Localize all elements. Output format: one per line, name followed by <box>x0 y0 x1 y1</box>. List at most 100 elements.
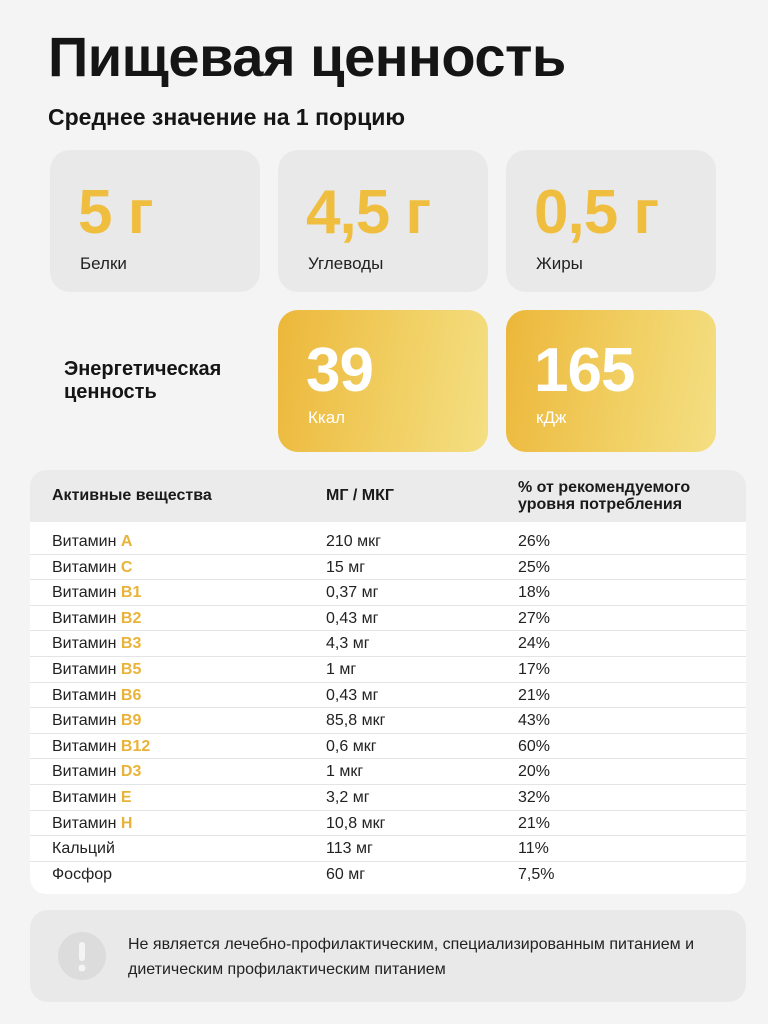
substance-name: Витамин B9 <box>52 708 141 733</box>
fat-label: Жиры <box>536 254 583 273</box>
substance-name: Витамин B1 <box>52 580 141 605</box>
substance-name: Фосфор <box>52 862 112 887</box>
vitamin-code: B12 <box>120 737 151 755</box>
carbs-label: Углеводы <box>308 254 384 273</box>
substance-amount: 10,8 мкг <box>326 814 386 832</box>
substance-prefix: Фосфор <box>52 865 113 883</box>
kj-unit: кДж <box>536 408 567 427</box>
substance-amount: 0,6 мкг <box>326 737 377 755</box>
header-substance: Активные вещества <box>52 487 212 504</box>
substance-name: Витамин B12 <box>52 734 150 759</box>
substance-amount: 210 мкг <box>326 533 381 550</box>
table-row: Витамин D3 1 мкг 20% <box>30 759 746 785</box>
table-header: Активные вещества МГ / МКГ % от рекоменд… <box>30 470 746 522</box>
substance-prefix: Витамин <box>52 737 117 755</box>
kcal-unit: Ккал <box>308 408 346 427</box>
substance-prefix: Витамин <box>52 814 117 832</box>
vitamin-code: C <box>120 558 133 576</box>
disclaimer-text: Не является лечебно-профилактическим, сп… <box>128 936 695 978</box>
substance-amount: 85,8 мкг <box>326 712 386 730</box>
substance-percent: 21% <box>518 814 551 832</box>
substance-name: Витамин E <box>52 785 132 810</box>
protein-card: 5 г Белки <box>50 150 260 292</box>
carbs-card: 4,5 г Углеводы <box>278 150 488 292</box>
substance-amount: 1 мг <box>326 660 357 678</box>
substance-percent: 7,5% <box>518 865 555 883</box>
vitamin-code: B3 <box>120 635 142 653</box>
substance-percent: 43% <box>518 712 551 730</box>
substance-prefix: Витамин <box>52 584 117 602</box>
fat-card: 0,5 г Жиры <box>506 150 716 292</box>
substance-percent: 20% <box>518 763 551 781</box>
table-row: Витамин B12 0,6 мкг 60% <box>30 734 746 760</box>
table-row: Витамин B2 0,43 мг 27% <box>30 606 746 632</box>
substance-name: Витамин B6 <box>52 683 141 708</box>
vitamin-code: H <box>120 814 133 832</box>
protein-label: Белки <box>80 254 127 273</box>
substance-amount: 0,43 мг <box>326 686 379 704</box>
substance-amount: 0,37 мг <box>326 584 379 602</box>
vitamin-code: B9 <box>120 712 142 730</box>
kj-value: 165 <box>534 336 635 405</box>
table-row: Витамин H 10,8 мкг 21% <box>30 811 746 837</box>
substance-amount: 1 мкг <box>326 763 364 781</box>
substance-name: Витамин D3 <box>52 759 141 784</box>
fat-value: 0,5 г <box>534 178 659 247</box>
substance-prefix: Витамин <box>52 788 117 806</box>
table-row: Фосфор 60 мг 7,5% <box>30 862 746 888</box>
table-row: Витамин C 15 мг 25% <box>30 555 746 581</box>
substance-prefix: Витамин <box>52 635 117 653</box>
substance-prefix: Витамин <box>52 763 117 781</box>
vitamin-code: E <box>120 788 132 806</box>
vitamin-code: B2 <box>120 609 142 627</box>
substance-prefix: Витамин <box>52 712 117 730</box>
carbs-value: 4,5 г <box>306 178 431 247</box>
table-body: Витамин A 210 мкг 26% Витамин C 15 мг 25% Вита… <box>30 529 746 887</box>
vitamin-code: A <box>120 533 133 550</box>
protein-value: 5 г <box>78 178 154 247</box>
substance-name: Витамин B5 <box>52 657 141 682</box>
substance-percent: 26% <box>518 533 551 550</box>
kcal-card: 39 Ккал <box>278 310 488 452</box>
exclamation-icon <box>58 932 106 980</box>
page-title: Пищевая ценность <box>48 25 566 88</box>
substance-percent: 21% <box>518 686 551 704</box>
vitamin-code: B6 <box>120 686 142 704</box>
substance-amount: 3,2 мг <box>326 788 370 806</box>
substance-amount: 0,43 мг <box>326 609 379 627</box>
substance-percent: 24% <box>518 635 551 653</box>
substance-amount: 60 мг <box>326 865 366 883</box>
nutrients-table: Активные вещества МГ / МКГ % от рекоменд… <box>30 470 746 894</box>
substance-prefix: Витамин <box>52 533 117 550</box>
table-row: Витамин A 210 мкг 26% <box>30 529 746 555</box>
page-subtitle: Среднее значение на 1 порцию <box>48 104 405 130</box>
substance-percent: 11% <box>518 840 549 858</box>
substance-name: Витамин H <box>52 811 132 836</box>
vitamin-code: D3 <box>120 763 142 781</box>
vitamin-code: B5 <box>120 660 142 678</box>
disclaimer-box: Не является лечебно-профилактическим, сп… <box>30 910 746 1002</box>
substance-percent: 27% <box>518 609 551 627</box>
table-row: Витамин B1 0,37 мг 18% <box>30 580 746 606</box>
substance-prefix: Витамин <box>52 686 117 704</box>
substance-percent: 32% <box>518 788 551 806</box>
substance-amount: 113 мг <box>326 840 373 858</box>
substance-name: Витамин C <box>52 555 132 580</box>
substance-name: Витамин B3 <box>52 631 141 656</box>
table-row: Витамин E 3,2 мг 32% <box>30 785 746 811</box>
table-row: Кальций 113 мг 11% <box>30 836 746 862</box>
substance-percent: 25% <box>518 558 551 576</box>
table-row: Витамин B5 1 мг 17% <box>30 657 746 683</box>
substance-amount: 15 мг <box>326 558 366 576</box>
substance-name: Витамин A <box>52 529 132 554</box>
substance-prefix: Витамин <box>52 660 117 678</box>
substance-percent: 60% <box>518 737 551 755</box>
substance-percent: 17% <box>518 660 551 678</box>
energy-label: Энергетическая ценность <box>64 358 222 403</box>
substance-prefix: Витамин <box>52 609 117 627</box>
header-percent: % от рекомендуемого уровня потребления <box>518 479 691 513</box>
table-row: Витамин B9 85,8 мкг 43% <box>30 708 746 734</box>
substance-name: Витамин B2 <box>52 606 141 631</box>
kj-card: 165 кДж <box>506 310 716 452</box>
substance-prefix: Витамин <box>52 558 117 576</box>
